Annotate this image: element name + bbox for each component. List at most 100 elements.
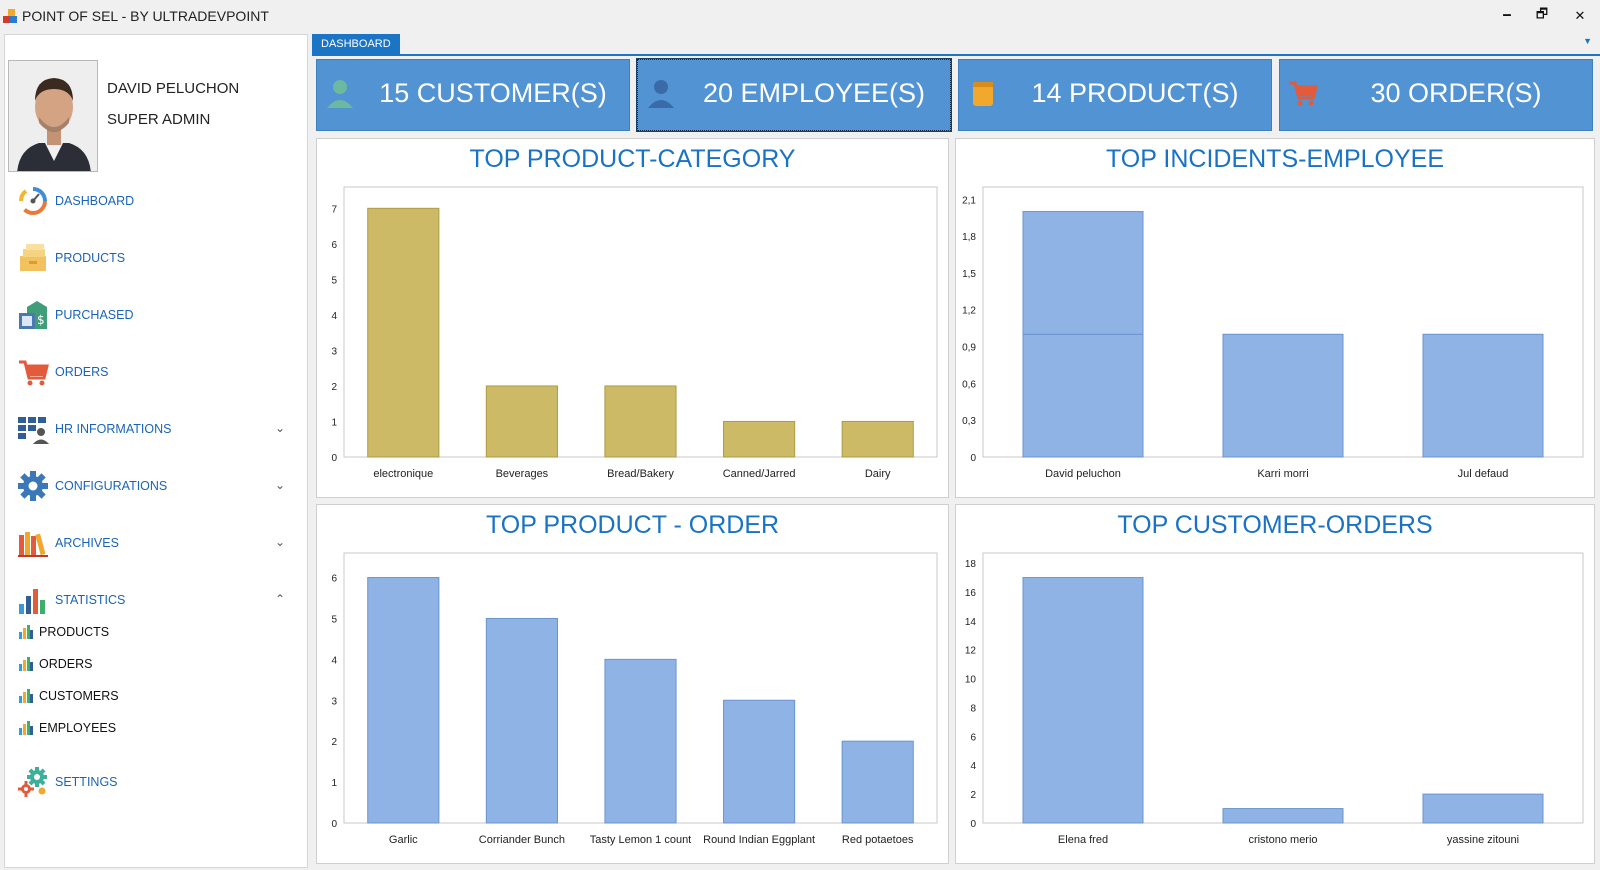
tab-strip: DASHBOARD ▼ xyxy=(312,34,1600,56)
y-tick-label: 0 xyxy=(970,819,976,830)
chart-svg: 0 1 2 3 4 5 6 7 electronique Beverages Bread/Baker… xyxy=(331,186,938,480)
nav-orders[interactable]: ORDERS xyxy=(17,352,293,392)
window-title: POINT OF SEL - BY ULTRADEVPOINT xyxy=(22,8,269,24)
nav-hr-informations-label: HR INFORMATIONS xyxy=(55,422,172,436)
nav-settings[interactable]: SETTINGS xyxy=(17,762,293,802)
chart-top-product-category: TOP PRODUCT-CATEGORY 0 1 2 3 4 5 6 7 electroniqu… xyxy=(316,138,949,498)
avatar xyxy=(8,60,98,172)
close-button[interactable]: ✕ xyxy=(1563,4,1597,28)
y-tick-label: 4 xyxy=(331,655,337,666)
x-tick-label: Tasty Lemon 1 count xyxy=(590,834,692,846)
stats-sub-products-label: PRODUCTS xyxy=(39,625,110,639)
nav-dashboard[interactable]: DASHBOARD xyxy=(17,181,293,221)
chevron-down-icon: ⌄ xyxy=(274,421,285,435)
y-tick-label: 5 xyxy=(331,275,337,286)
x-tick-label: Elena fred xyxy=(1058,834,1108,846)
mini-bar-chart-icon xyxy=(19,689,33,703)
x-tick-label: Bread/Bakery xyxy=(607,468,674,480)
nav-hr-informations[interactable]: HR INFORMATIONS ⌄ xyxy=(17,409,293,449)
bar xyxy=(1022,211,1144,335)
y-tick-label: 0 xyxy=(331,453,337,464)
y-tick-label: 4 xyxy=(331,311,337,322)
y-tick-label: 14 xyxy=(965,617,977,628)
x-tick-label: Karri morri xyxy=(1257,468,1308,480)
y-tick-label: 1 xyxy=(331,417,337,428)
bar xyxy=(841,740,914,824)
nav-statistics[interactable]: STATISTICS ⌃ xyxy=(17,580,293,620)
stats-sub-customers[interactable]: CUSTOMERS xyxy=(19,686,119,706)
y-tick-label: 3 xyxy=(331,346,337,357)
x-tick-label: Dairy xyxy=(865,468,891,480)
close-icon: ✕ xyxy=(1574,8,1586,23)
nav-products[interactable]: PRODUCTS xyxy=(17,238,293,278)
y-tick-label: 6 xyxy=(331,574,337,585)
y-tick-label: 1,8 xyxy=(962,232,976,243)
nav-configurations-label: CONFIGURATIONS xyxy=(55,479,168,493)
y-tick-label: 2,1 xyxy=(962,195,976,206)
nav-settings-label: SETTINGS xyxy=(55,775,118,789)
boxes-icon xyxy=(17,242,49,274)
y-tick-label: 18 xyxy=(965,559,977,570)
y-tick-label: 1,2 xyxy=(962,306,976,317)
y-tick-label: 8 xyxy=(970,703,976,714)
chart-svg: 0 2 4 6 8 10 12 14 16 18 Elena fred cristono merio y… xyxy=(965,552,1584,846)
tab-dashboard[interactable]: DASHBOARD xyxy=(312,34,400,54)
bar xyxy=(841,420,914,458)
chevron-down-icon: ⌄ xyxy=(274,478,285,492)
y-tick-label: 2 xyxy=(331,737,337,748)
minimize-button[interactable]: 🗕 xyxy=(1490,4,1524,28)
bar xyxy=(604,385,677,458)
bar xyxy=(485,617,558,824)
sidebar: DAVID PELUCHON SUPER ADMIN DASHBOARD PRO… xyxy=(4,34,308,868)
speedometer-icon xyxy=(17,185,49,217)
bar xyxy=(723,420,796,458)
stats-sub-employees-label: EMPLOYEES xyxy=(39,721,117,735)
y-tick-label: 0,6 xyxy=(962,379,976,390)
product-box-icon xyxy=(967,78,997,108)
stats-sub-products[interactable]: PRODUCTS xyxy=(19,622,109,642)
nav-products-label: PRODUCTS xyxy=(55,251,126,265)
bar xyxy=(367,577,440,824)
gear-icon xyxy=(17,470,49,502)
bar xyxy=(1422,793,1544,824)
y-tick-label: 0,9 xyxy=(962,343,976,354)
stats-sub-customers-label: CUSTOMERS xyxy=(39,689,119,703)
bar xyxy=(1022,333,1144,458)
nav-archives[interactable]: ARCHIVES ⌄ xyxy=(17,523,293,563)
chart-title: TOP INCIDENTS-EMPLOYEE xyxy=(1105,145,1445,173)
y-tick-label: 12 xyxy=(965,646,977,657)
nav-purchased[interactable]: $ PURCHASED xyxy=(17,295,293,335)
chart-top-incidents-employee: TOP INCIDENTS-EMPLOYEE 0 0,3 0,6 0,9 1,2 1,5 1… xyxy=(955,138,1595,498)
y-tick-label: 2 xyxy=(331,382,337,393)
x-tick-label: Canned/Jarred xyxy=(723,468,796,480)
stat-card-customers[interactable]: 15 CUSTOMER(S) xyxy=(316,59,630,131)
restore-button[interactable]: 🗗 xyxy=(1525,4,1559,28)
stat-card-orders[interactable]: 30 ORDER(S) xyxy=(1279,59,1593,131)
tab-menu-dropdown-icon[interactable]: ▼ xyxy=(1583,36,1592,46)
bar xyxy=(1222,333,1344,458)
stats-sub-orders[interactable]: ORDERS xyxy=(19,654,92,674)
shopping-cart-icon xyxy=(17,356,49,388)
chart-title: TOP PRODUCT-CATEGORY xyxy=(469,145,796,173)
stats-sub-employees[interactable]: EMPLOYEES xyxy=(19,718,116,738)
y-tick-label: 6 xyxy=(331,240,337,251)
chart-top-customer-orders: TOP CUSTOMER-ORDERS 0 2 4 6 8 10 12 14 16 18 Elena… xyxy=(955,504,1595,864)
chart-title: TOP CUSTOMER-ORDERS xyxy=(1117,511,1433,539)
nav-purchased-label: PURCHASED xyxy=(55,308,134,322)
bar xyxy=(485,385,558,458)
stat-card-employees[interactable]: 20 EMPLOYEE(S) xyxy=(636,58,952,132)
stats-sub-orders-label: ORDERS xyxy=(39,657,93,671)
y-tick-label: 1,5 xyxy=(962,269,976,280)
x-tick-label: Round Indian Eggplant xyxy=(703,834,815,846)
chart-svg: 0 1 2 3 4 5 6 Garlic Corriander Bunch Tasty Lemon… xyxy=(331,552,938,846)
x-tick-label: yassine zitouni xyxy=(1447,834,1519,846)
stat-products-label: 14 PRODUCT(S) xyxy=(1031,78,1239,108)
bar xyxy=(604,658,677,824)
chart-svg: 0 0,3 0,6 0,9 1,2 1,5 1,8 2,1 David peluchon Karr… xyxy=(962,186,1584,480)
stat-card-products[interactable]: 14 PRODUCT(S) xyxy=(958,59,1272,131)
x-tick-label: Corriander Bunch xyxy=(479,834,565,846)
x-tick-label: Garlic xyxy=(389,834,418,846)
minimize-icon: 🗕 xyxy=(1502,6,1512,21)
x-tick-label: Jul defaud xyxy=(1458,468,1509,480)
nav-configurations[interactable]: CONFIGURATIONS ⌄ xyxy=(17,466,293,506)
